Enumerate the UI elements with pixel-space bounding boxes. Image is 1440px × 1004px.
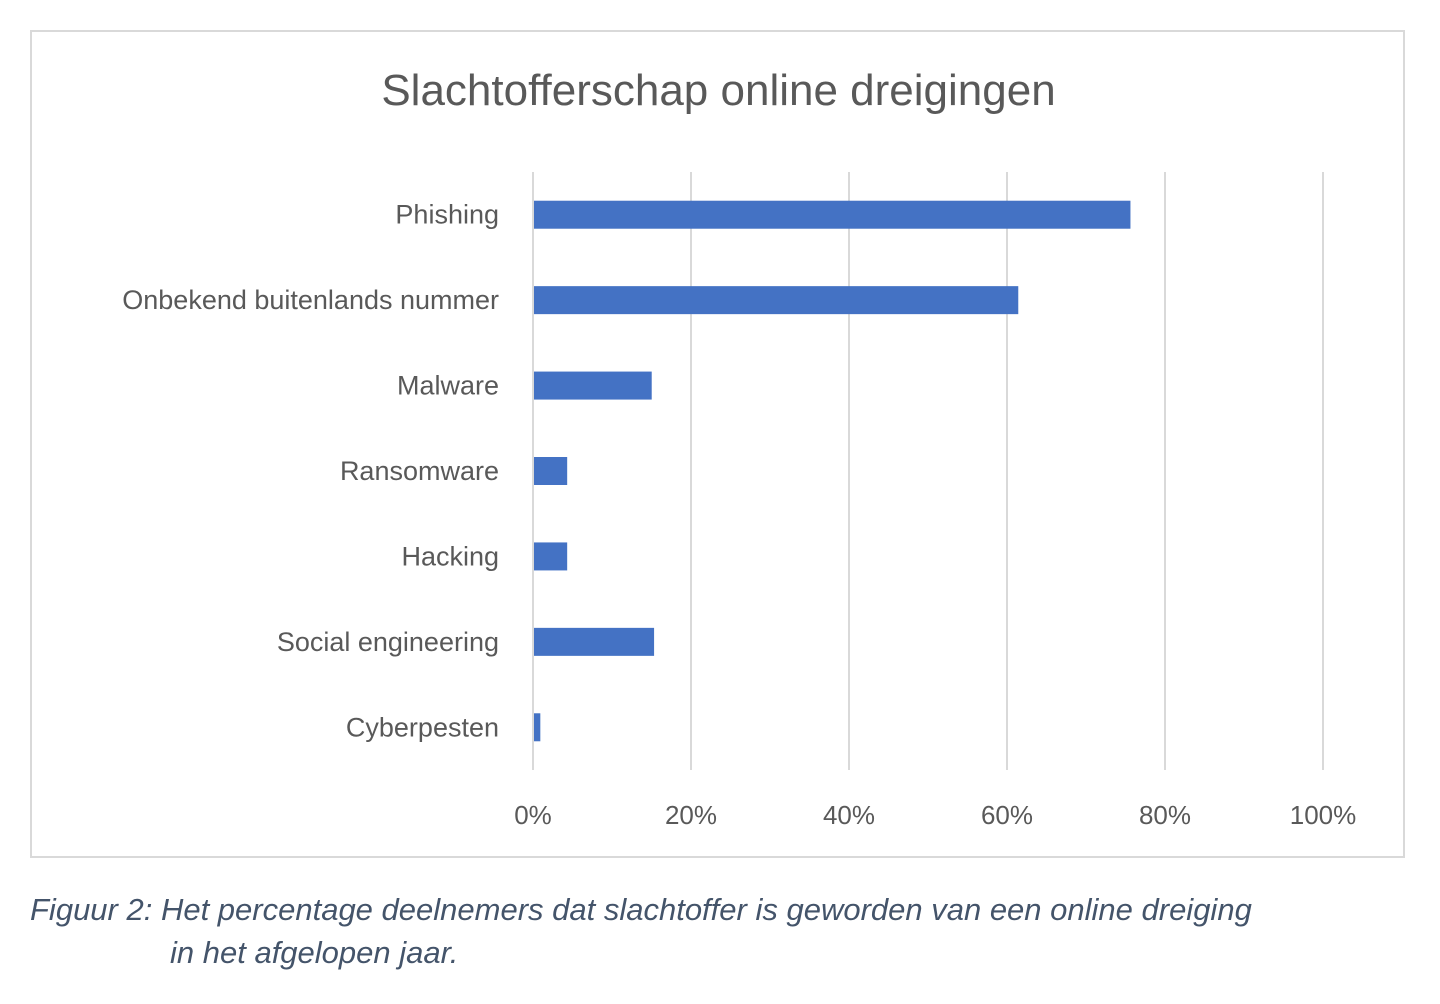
category-label: Social engineering (277, 627, 499, 657)
chart-frame (30, 30, 1405, 858)
bar-hacking (534, 542, 568, 571)
x-tick-label: 80% (1139, 800, 1191, 830)
x-tick-label: 0% (514, 800, 552, 830)
bar-phishing (534, 200, 1131, 229)
x-tick-label: 20% (665, 800, 717, 830)
category-label: Ransomware (340, 456, 499, 486)
category-label: Malware (397, 371, 499, 401)
x-tick-label: 40% (823, 800, 875, 830)
category-label: Cyberpesten (346, 712, 499, 742)
x-tick-label: 60% (981, 800, 1033, 830)
bar-onbekend-buitenlands-nummer (534, 286, 1019, 315)
figure-caption: Figuur 2: Het percentage deelnemers dat … (30, 888, 1410, 974)
category-label: Onbekend buitenlands nummer (122, 285, 499, 315)
bar-cyberpesten (534, 713, 541, 742)
caption-line-1: Figuur 2: Het percentage deelnemers dat … (30, 892, 1252, 927)
category-label: Phishing (395, 200, 499, 230)
chart-title: Slachtofferschap online dreigingen (381, 66, 1056, 115)
bar-social-engineering (534, 627, 655, 656)
bar-malware (534, 371, 652, 400)
bar-ransomware (534, 457, 568, 485)
x-tick-label: 100% (1290, 800, 1357, 830)
caption-line-2: in het afgelopen jaar. (170, 935, 459, 970)
category-label: Hacking (401, 541, 499, 571)
